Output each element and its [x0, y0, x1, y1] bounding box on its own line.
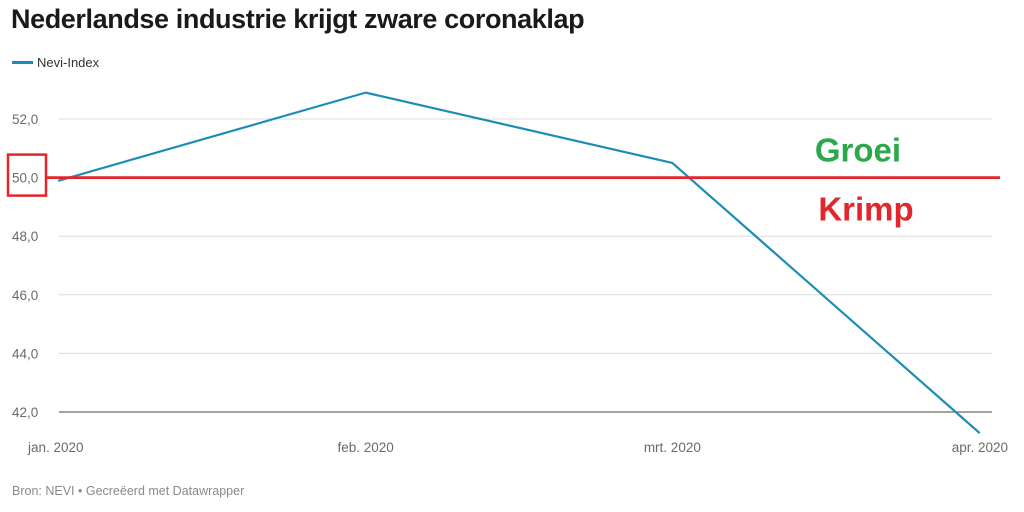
series-line	[57, 91, 981, 434]
legend-label: Nevi-Index	[37, 55, 100, 70]
annotation-krimp: Krimp	[818, 191, 913, 228]
y-axis-ticks: 42,0 44,0 46,0 48,0 50,0 52,0	[6, 112, 48, 420]
x-tick-label: feb. 2020	[338, 440, 394, 455]
y-tick-label: 50,0	[12, 171, 38, 186]
y-tick-label: 52,0	[12, 112, 38, 127]
x-tick-label: jan. 2020	[27, 440, 84, 455]
y-tick-label: 46,0	[12, 288, 38, 303]
x-tick-label: mrt. 2020	[644, 440, 701, 455]
series-layer	[57, 91, 981, 434]
annotation-layer: Groei Krimp	[815, 132, 914, 228]
annotation-groei: Groei	[815, 132, 901, 169]
highlight-box	[6, 153, 48, 197]
source-footer: Bron: NEVI • Gecreëerd met Datawrapper	[12, 484, 245, 498]
legend: Nevi-Index	[12, 55, 99, 70]
chart-title: Nederlandse industrie krijgt zware coron…	[11, 4, 585, 34]
y-tick-label: 48,0	[12, 229, 38, 244]
x-tick-label: apr. 2020	[952, 440, 1008, 455]
y-tick-label: 42,0	[12, 405, 38, 420]
legend-swatch	[12, 61, 33, 64]
x-axis-ticks: jan. 2020 feb. 2020 mrt. 2020 apr. 2020	[27, 440, 1008, 455]
y-tick-label: 44,0	[12, 346, 38, 361]
